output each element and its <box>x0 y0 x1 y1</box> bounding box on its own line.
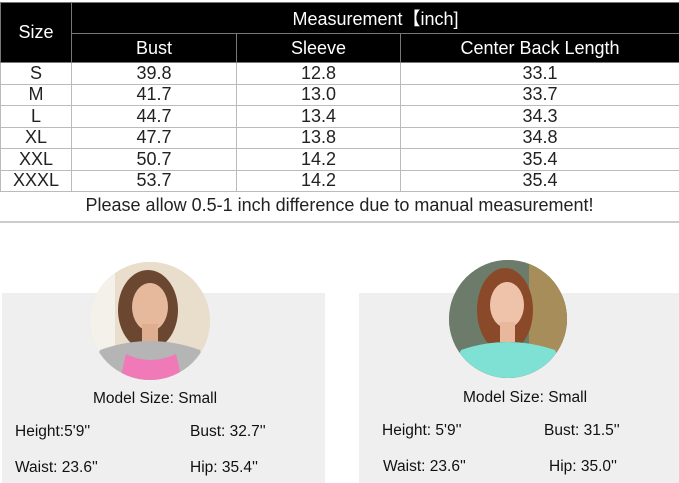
measurement-cell: 13.0 <box>236 83 401 106</box>
divider <box>0 221 679 223</box>
size-cell: XXL <box>0 148 72 171</box>
measurement-cell: 35.4 <box>399 148 679 171</box>
measurement-cell: 14.2 <box>236 169 401 192</box>
measurement-cell: 34.3 <box>399 105 679 128</box>
column-header-sleeve: Sleeve <box>236 33 401 63</box>
measurement-cell: 13.8 <box>236 126 401 149</box>
table-row: XL 47.7 13.8 34.8 <box>0 126 679 149</box>
model-2-hip: Hip: 35.0'' <box>549 458 617 475</box>
measurement-cell: 33.1 <box>399 62 679 85</box>
size-chart-table: Size Measurement【inch] Bust Sleeve Cente… <box>0 2 679 192</box>
measurement-cell: 44.7 <box>71 105 237 128</box>
measurement-cell: 53.7 <box>71 169 237 192</box>
model-photo-2 <box>449 260 567 378</box>
measurement-cell: 34.8 <box>399 126 679 149</box>
measurement-cell: 50.7 <box>71 148 237 171</box>
measurement-cell: 13.4 <box>236 105 401 128</box>
model-1-waist: Waist: 23.6'' <box>15 459 98 476</box>
model-1-hip: Hip: 35.4'' <box>190 459 258 476</box>
model-2-bust: Bust: 31.5'' <box>544 422 620 439</box>
measurement-cell: 14.2 <box>236 148 401 171</box>
model-1-height: Height:5'9'' <box>15 423 91 440</box>
table-row: M 41.7 13.0 33.7 <box>0 83 679 106</box>
column-header-bust: Bust <box>71 33 237 63</box>
size-header: Size <box>0 2 72 63</box>
size-cell: XL <box>0 126 72 149</box>
column-header-center-back-length: Center Back Length <box>399 33 679 63</box>
size-cell: L <box>0 105 72 128</box>
measurement-cell: 39.8 <box>71 62 237 85</box>
measurement-cell: 41.7 <box>71 83 237 106</box>
measurement-cell: 12.8 <box>236 62 401 85</box>
measurement-cell: 33.7 <box>399 83 679 106</box>
size-cell: M <box>0 83 72 106</box>
model-1-bust: Bust: 32.7'' <box>190 423 266 440</box>
table-row: L 44.7 13.4 34.3 <box>0 105 679 128</box>
measurement-cell: 35.4 <box>399 169 679 192</box>
size-cell: XXXL <box>0 169 72 192</box>
model-2-size: Model Size: Small <box>462 389 588 406</box>
model-photo-1 <box>90 262 210 380</box>
model-2-waist: Waist: 23.6'' <box>383 458 466 475</box>
measurement-cell: 47.7 <box>71 126 237 149</box>
table-row: S 39.8 12.8 33.1 <box>0 62 679 85</box>
table-row: XXXL 53.7 14.2 35.4 <box>0 169 679 192</box>
measurement-header: Measurement【inch] <box>70 2 679 34</box>
measurement-note: Please allow 0.5-1 inch difference due t… <box>85 195 594 215</box>
table-row: XXL 50.7 14.2 35.4 <box>0 148 679 171</box>
size-cell: S <box>0 62 72 85</box>
model-1-size: Model Size: Small <box>92 390 218 407</box>
model-2-height: Height: 5'9'' <box>382 422 462 439</box>
